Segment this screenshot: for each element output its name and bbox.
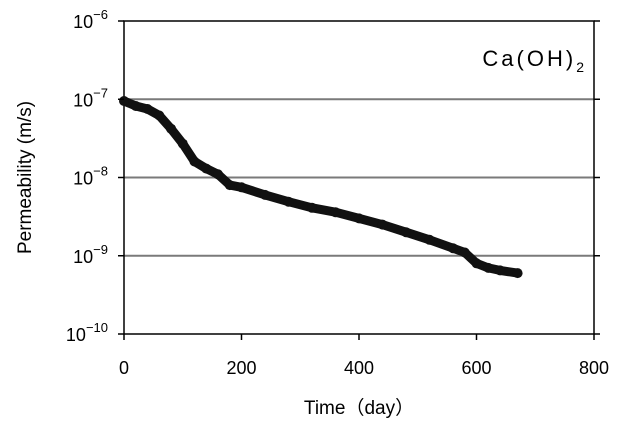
y-tick-label-1: 10−9	[73, 242, 108, 267]
x-tick-label-0: 0	[119, 358, 129, 378]
y-tick-label-base-4: 10	[73, 12, 93, 32]
annotation-subscript: 2	[576, 59, 584, 75]
data-point-0-18	[424, 234, 435, 245]
data-point-0-12	[283, 196, 294, 207]
x-tick-labels: 0 200 400 600 800	[119, 358, 609, 378]
data-point-0-15	[354, 213, 364, 224]
y-tick-label-2: 10−8	[73, 164, 108, 189]
data-point-0-24	[512, 268, 523, 279]
x-tick-label-2: 400	[344, 358, 374, 378]
y-tick-label-4: 10−6	[73, 7, 108, 32]
y-tick-label-exp-2: −8	[93, 164, 108, 179]
annotation-label: Ca(OH)2	[482, 46, 584, 75]
series-line-0	[119, 96, 523, 278]
x-tick-label-3: 600	[461, 358, 491, 378]
y-tick-label-0: 10−10	[66, 320, 108, 345]
y-tick-label-base-2: 10	[73, 169, 93, 189]
gridlines	[124, 98, 594, 257]
tick-marks	[118, 20, 600, 340]
y-tick-label-exp-3: −7	[93, 85, 108, 100]
y-tick-label-base-3: 10	[73, 90, 93, 110]
data-point-0-13	[307, 202, 317, 213]
data-point-0-2	[142, 104, 153, 114]
y-tick-label-3: 10−7	[73, 85, 108, 110]
y-tick-label-base-0: 10	[66, 325, 86, 345]
data-point-0-17	[401, 227, 411, 238]
y-tick-label-base-1: 10	[73, 247, 93, 267]
y-tick-label-exp-4: −6	[93, 7, 108, 22]
data-point-0-7	[201, 163, 212, 174]
annotation-base: Ca(OH)	[482, 46, 576, 71]
data-point-0-11	[260, 189, 270, 200]
x-tick-label-1: 200	[226, 358, 256, 378]
y-axis-title: Permeability (m/s)	[15, 101, 36, 254]
data-point-0-9	[224, 180, 235, 191]
x-tick-label-4: 800	[579, 358, 609, 378]
data-point-0-23	[495, 265, 505, 276]
data-point-0-10	[236, 182, 247, 193]
data-point-0-5	[177, 138, 188, 149]
data-point-0-14	[330, 207, 341, 218]
series-layer	[119, 96, 523, 279]
data-point-0-16	[377, 219, 388, 230]
x-axis-title: Time（day）	[304, 397, 414, 419]
data-point-0-19	[448, 243, 458, 254]
y-tick-label-exp-1: −9	[93, 242, 108, 257]
data-point-0-21	[471, 258, 482, 269]
y-tick-label-exp-0: −10	[86, 320, 108, 335]
data-point-0-4	[166, 123, 176, 134]
data-point-0-8	[213, 169, 223, 180]
data-point-0-1	[130, 101, 141, 111]
data-point-0-0	[119, 96, 129, 106]
data-point-0-3	[154, 110, 165, 121]
data-point-0-20	[459, 247, 470, 258]
data-point-0-22	[483, 262, 494, 273]
data-point-0-6	[189, 156, 200, 167]
